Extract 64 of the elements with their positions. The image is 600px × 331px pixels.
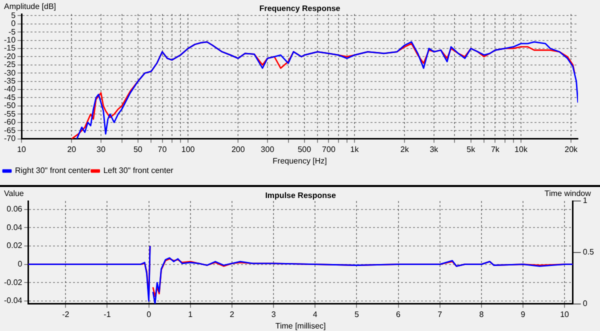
x-tick-label: 10 — [560, 310, 570, 319]
x-tick-label: 4 — [312, 310, 318, 319]
y-tick-label: -35 — [4, 76, 16, 86]
y-axis-title: Value — [4, 189, 24, 198]
x-tick-label: 5k — [466, 144, 476, 154]
x-tick-label: 100 — [181, 144, 196, 154]
x-tick-label: 8 — [479, 310, 484, 319]
y-axis-title: Amplitude [dB] — [4, 2, 56, 12]
x-tick-label: 20k — [564, 144, 579, 154]
legend-label: Right 30" front center — [15, 166, 91, 176]
x-tick-label: 3k — [430, 144, 440, 154]
x-tick-label: 0 — [146, 310, 152, 319]
chart-title: Impulse Response — [265, 191, 336, 200]
y-tick-label: 0.02 — [6, 241, 23, 250]
x-tick-label: 10k — [514, 144, 528, 154]
y-tick-label: -15 — [4, 44, 16, 53]
legend-label: Left 30" front center — [103, 166, 174, 176]
x-tick-label: -1 — [104, 310, 112, 319]
x-tick-label: 10 — [17, 144, 27, 154]
chart-title: Frequency Response — [259, 4, 341, 14]
x-tick-label: 7k — [490, 144, 500, 154]
x-tick-label: 9 — [520, 310, 526, 319]
x-tick-label: 30 — [96, 144, 106, 154]
x-tick-label: 200 — [231, 144, 246, 154]
x-tick-label: 1k — [350, 144, 360, 154]
x-tick-label: 500 — [298, 144, 312, 154]
y-tick-label: -5 — [8, 27, 16, 36]
x-tick-label: 700 — [322, 144, 336, 154]
y-tick-label: 0 — [11, 19, 16, 28]
y2-tick-label: 0.5 — [582, 248, 595, 257]
x-tick-label: 2 — [230, 310, 235, 319]
y-tick-label: 5 — [11, 10, 16, 20]
y-tick-label: -20 — [4, 52, 16, 61]
x-tick-label: -2 — [62, 310, 70, 319]
y-tick-label: -55 — [4, 109, 16, 118]
y-tick-label: -0.04 — [4, 296, 23, 306]
y2-tick-label: 1 — [582, 196, 588, 206]
x-tick-label: 20 — [67, 144, 77, 154]
y-tick-label: -25 — [4, 60, 16, 70]
y-tick-label: -65 — [4, 126, 16, 135]
x-tick-label: 50 — [133, 144, 143, 154]
y2-tick-label: 0 — [582, 299, 588, 308]
y-tick-label: -10 — [4, 35, 16, 44]
y-tick-label: 0.04 — [6, 222, 23, 232]
y2-axis-title: Time window — [544, 189, 592, 198]
x-axis-title: Time [millisec] — [275, 321, 326, 330]
x-tick-label: 6 — [396, 310, 402, 319]
x-tick-label: 1 — [188, 310, 194, 319]
y-tick-label: 0 — [18, 260, 23, 269]
x-tick-label: 5 — [354, 310, 360, 319]
y-tick-label: -60 — [4, 118, 16, 127]
y-tick-label: -30 — [4, 68, 16, 78]
y-tick-label: -40 — [4, 84, 16, 94]
y-tick-label: -70 — [4, 134, 16, 144]
x-tick-label: 70 — [158, 144, 168, 154]
y-tick-label: 0.06 — [6, 204, 23, 214]
x-tick-label: 2k — [400, 144, 410, 154]
x-tick-label: 7 — [438, 310, 443, 319]
x-axis-title: Frequency [Hz] — [272, 156, 327, 166]
y-tick-label: -50 — [4, 101, 16, 110]
y-tick-label: -0.02 — [4, 278, 23, 287]
y-tick-label: -45 — [4, 92, 16, 102]
x-tick-label: 300 — [260, 144, 275, 154]
x-tick-label: 3 — [271, 310, 276, 319]
